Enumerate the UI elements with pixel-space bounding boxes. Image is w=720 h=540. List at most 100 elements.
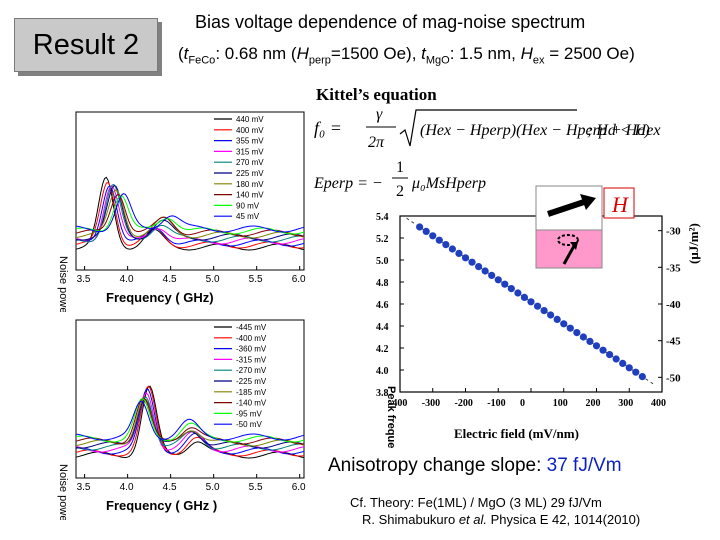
bottom-xtick-label: 6.0 <box>292 482 306 493</box>
data-point <box>540 307 548 315</box>
top-legend-label: 315 mV <box>236 147 264 156</box>
top-curve <box>75 182 305 249</box>
right-xlabel: Electric field (mV/nm) <box>454 426 579 441</box>
right-ytick-label: 3.8 <box>376 388 389 399</box>
data-point <box>435 236 443 244</box>
data-point <box>625 364 633 372</box>
bottom-legend-label: -270 mV <box>236 366 267 375</box>
data-point <box>553 315 561 323</box>
data-point <box>481 267 489 275</box>
data-point <box>566 324 574 332</box>
bottom-legend-label: -315 mV <box>236 355 267 364</box>
bottom-curve <box>75 385 305 457</box>
right-unit-label: (μJ/m²) <box>686 223 701 264</box>
arrow-icon <box>547 199 585 217</box>
right-ytick-label: 4.8 <box>376 278 389 289</box>
data-point <box>599 346 607 354</box>
top-curve <box>75 193 305 237</box>
bottom-legend-label: -400 mV <box>236 334 267 343</box>
precession-arrow-head-icon <box>570 242 578 250</box>
precession-icon <box>557 234 579 246</box>
subtitle-part: = 2500 Oe) <box>544 44 635 63</box>
subtitle-part: t <box>421 44 426 63</box>
right-left-label: Peak frequency (GHz) <box>385 386 397 448</box>
h-box <box>603 187 635 219</box>
top-xticks: 3.5 4.0 4.5 5.0 5.5 6.0 <box>77 266 306 285</box>
top-legend-label: 90 mV <box>236 201 260 210</box>
eq-eperp-rhs: μ₀MsHperp <box>411 175 486 192</box>
data-point <box>619 359 627 367</box>
arrow-head-icon <box>580 194 596 210</box>
data-point <box>573 329 581 337</box>
bottom-xtick-label: 5.0 <box>206 482 220 493</box>
data-point <box>448 245 456 253</box>
right-xtick-label: -300 <box>422 398 440 409</box>
data-point <box>507 285 515 293</box>
subtitle-part: t <box>183 44 189 63</box>
magnetization-inset: H <box>535 185 635 269</box>
data-point <box>475 263 483 271</box>
right-ytick-label: 5.4 <box>376 212 389 223</box>
eq-half-num: 1 <box>396 159 404 176</box>
eq-2pi: 2π <box>368 134 385 151</box>
eq-condition: ; Hd < Hex <box>587 122 660 139</box>
bottom-curve <box>75 388 305 455</box>
data-point <box>494 276 502 284</box>
top-xtick-label: 4.5 <box>163 274 177 285</box>
data-point <box>527 298 535 306</box>
right-xtick-label: -100 <box>487 398 505 409</box>
data-point <box>429 232 437 240</box>
bottom-spectrum-plot: -445 mV -400 mV -360 mV-315 mV -270 mV -225 … <box>57 319 306 520</box>
data-point <box>579 333 587 341</box>
data-point <box>560 320 568 328</box>
right-r-tick-label: -50 <box>666 372 681 384</box>
bottom-xticks: 3.5 4.0 4.5 5.0 5.5 6.0 <box>77 474 306 493</box>
data-point <box>461 254 470 262</box>
right-xtick-label: 400 <box>651 398 666 409</box>
kittel-label: Kittel’s equation <box>316 85 437 104</box>
top-legend-label: 440 mV <box>236 115 264 124</box>
right-ticks: -400 -300 -200 -100 0 100 200 300 400 5.4 5.2 5.0 4.… <box>376 212 681 409</box>
field-frequency-plot: -400 -300 -200 -100 0 100 200 300 400 5.4 5.2 5.0 4.… <box>376 212 701 448</box>
top-ylabel: Noise power <box>57 256 69 312</box>
right-ytick-label: 5.0 <box>376 256 389 267</box>
top-legend-label: 45 mV <box>236 212 260 221</box>
precession-arrow-icon <box>562 245 576 265</box>
top-curve <box>75 185 305 247</box>
subtitle-part: =1500 Oe), <box>330 44 422 63</box>
right-ytick-label: 4.0 <box>376 366 389 377</box>
bottom-legend-label: -225 mV <box>236 377 267 386</box>
anisotropy-text: Anisotropy change slope: 37 fJ/Vm <box>328 455 622 477</box>
right-r-tick-label: -30 <box>666 226 681 238</box>
data-point <box>520 293 529 301</box>
data-points <box>416 223 646 381</box>
inset-bottom-layer <box>535 229 603 269</box>
slide-title: Bias voltage dependence of mag-noise spe… <box>195 12 586 32</box>
citation-line-1: Cf. Theory: Fe(1ML) / MgO (3 ML) 29 fJ/V… <box>350 495 602 510</box>
eq-sqrt-sign <box>399 109 577 147</box>
data-point <box>442 241 450 249</box>
top-legend-label: 270 mV <box>236 158 264 167</box>
result-badge: Result 2 <box>14 18 158 72</box>
result-badge-label: Result 2 <box>32 28 140 61</box>
bottom-curves <box>75 385 305 459</box>
right-ytick-label: 4.4 <box>376 322 389 333</box>
top-xlabel: Frequency ( GHz) <box>106 290 214 305</box>
top-curve <box>75 193 305 233</box>
subtitle-sub: ex <box>532 54 545 67</box>
data-point <box>488 271 496 279</box>
subtitle-sub: MgO <box>425 54 450 67</box>
data-point <box>592 342 601 350</box>
right-ytick-label: 4.2 <box>376 344 389 355</box>
bottom-legend-label: -140 mV <box>236 399 267 408</box>
bottom-legend-label: -50 mV <box>236 420 262 429</box>
bottom-ylabel: Noise power <box>57 464 69 520</box>
eq-f0: f₀ = <box>314 118 342 138</box>
data-point <box>455 249 463 257</box>
top-xtick-label: 5.5 <box>249 274 263 285</box>
data-point <box>514 289 522 297</box>
bottom-plot-frame <box>75 319 305 479</box>
citation-etal: et al. <box>458 512 488 527</box>
data-point <box>501 280 509 288</box>
